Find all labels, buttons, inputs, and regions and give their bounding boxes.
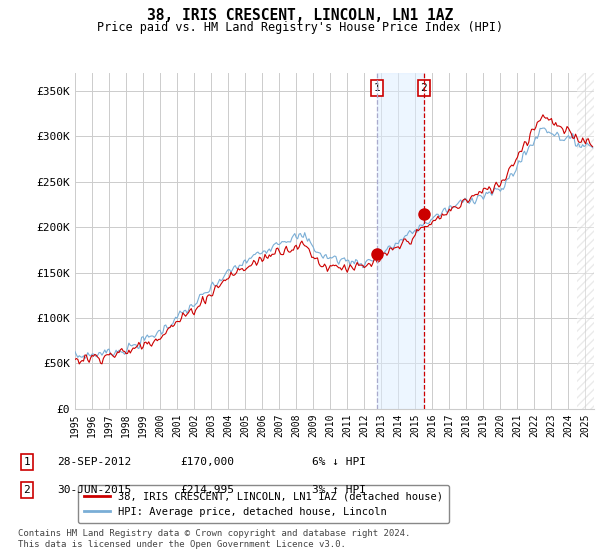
Text: 38, IRIS CRESCENT, LINCOLN, LN1 1AZ: 38, IRIS CRESCENT, LINCOLN, LN1 1AZ (147, 8, 453, 24)
Polygon shape (577, 73, 594, 409)
Text: 2: 2 (421, 83, 427, 93)
Bar (377, 73, 424, 409)
Text: 1: 1 (23, 457, 31, 467)
Legend: 38, IRIS CRESCENT, LINCOLN, LN1 1AZ (detached house), HPI: Average price, detach: 38, IRIS CRESCENT, LINCOLN, LN1 1AZ (det… (77, 485, 449, 523)
Text: Contains HM Land Registry data © Crown copyright and database right 2024.
This d: Contains HM Land Registry data © Crown c… (18, 529, 410, 549)
Text: 6% ↓ HPI: 6% ↓ HPI (312, 457, 366, 467)
Text: 30-JUN-2015: 30-JUN-2015 (57, 485, 131, 495)
Text: £170,000: £170,000 (180, 457, 234, 467)
Text: 28-SEP-2012: 28-SEP-2012 (57, 457, 131, 467)
Text: 2: 2 (23, 485, 31, 495)
Text: £214,995: £214,995 (180, 485, 234, 495)
Text: 1: 1 (374, 83, 380, 93)
Text: Price paid vs. HM Land Registry's House Price Index (HPI): Price paid vs. HM Land Registry's House … (97, 21, 503, 34)
Text: 3% ↑ HPI: 3% ↑ HPI (312, 485, 366, 495)
